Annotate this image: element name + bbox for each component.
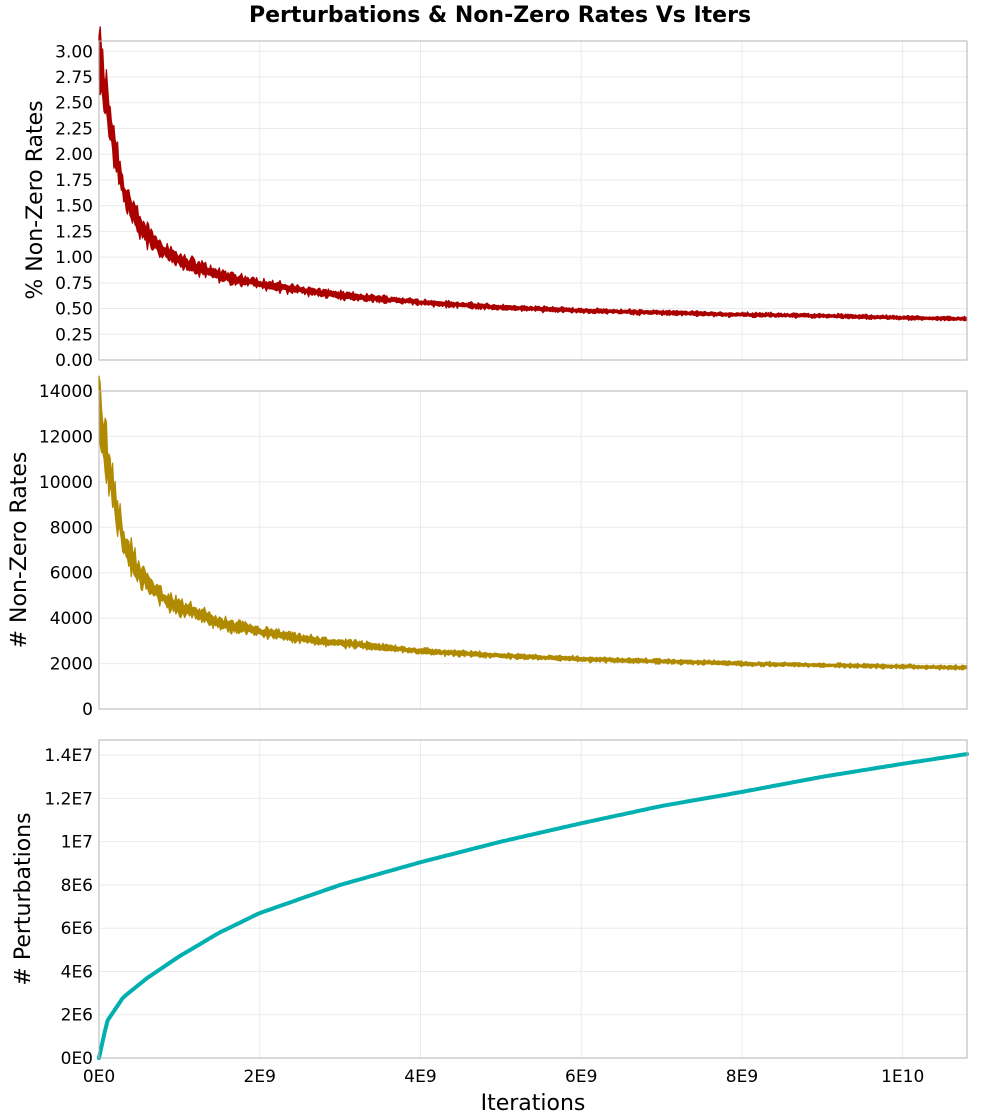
grid-count [98,390,967,710]
x-tick-label: 4E9 [404,1067,436,1087]
series-band-pct [98,26,968,322]
yticks-pct: 0.00 0.25 0.50 0.75 1.00 1.25 1.50 1.75 2.00 2.25… [55,42,93,371]
frame-pert [98,739,968,1059]
y-tick-label: 2.25 [55,119,93,139]
yticks-pert: 0E0 2E6 4E6 6E6 8E6 1E7 1.2E7 1.4E7 [44,746,93,1069]
frame-count [98,390,968,710]
y-tick-label: 1.2E7 [44,789,93,809]
y-tick-label: 1.00 [55,248,93,268]
y-tick-label: 1.4E7 [44,746,93,766]
panel-pert: 0E0 2E6 4E6 6E6 8E6 1E7 1.2E7 1.4E7 # Perturbat… [11,739,969,1069]
y-tick-label: 0.75 [55,274,93,294]
y-tick-label: 14000 [39,382,93,402]
y-tick-label: 2000 [50,655,93,675]
ylabel-count: # Non-Zero Rates [7,452,32,649]
y-tick-label: 1.75 [55,171,93,191]
y-tick-label: 0 [82,700,93,720]
series-line-pert [97,752,969,1060]
y-tick-label: 0E0 [61,1049,93,1069]
y-tick-label: 1E7 [61,833,93,853]
y-tick-label: 10000 [39,473,93,493]
y-tick-label: 0.25 [55,325,93,345]
series-count [98,375,968,671]
y-tick-label: 1.50 [55,197,93,217]
y-tick-label: 0.00 [55,351,93,371]
grid-pct [98,41,967,361]
y-tick-label: 8000 [50,518,93,538]
y-tick-label: 4E6 [61,962,93,982]
ylabel-pert: # Perturbations [11,812,36,985]
series-band-count [98,375,968,671]
y-tick-label: 1.25 [55,222,93,242]
series-pct [98,26,968,322]
y-tick-label: 12000 [39,427,93,447]
y-tick-label: 6E6 [61,919,93,939]
ylabel-pct: % Non-Zero Rates [23,100,48,299]
x-axis-ticks: 0E0 2E9 4E9 6E9 8E9 1E10 [83,1067,924,1087]
y-tick-label: 2E6 [61,1006,93,1026]
x-tick-label: 2E9 [244,1067,276,1087]
x-tick-label: 0E0 [83,1067,115,1087]
y-tick-label: 4000 [50,609,93,629]
y-tick-label: 3.00 [55,42,93,62]
x-tick-label: 8E9 [726,1067,758,1087]
chart-title: Perturbations & Non-Zero Rates Vs Iters [249,3,751,28]
y-tick-label: 2.50 [55,94,93,114]
series-pert [97,752,969,1060]
y-tick-label: 8E6 [61,876,93,896]
y-tick-label: 6000 [50,564,93,584]
x-tick-label: 6E9 [565,1067,597,1087]
y-tick-label: 2.00 [55,145,93,165]
grid-pert [98,740,967,1059]
yticks-count: 0 2000 4000 6000 8000 10000 12000 14000 [39,382,93,720]
frame-pct [98,40,968,361]
y-tick-label: 2.75 [55,68,93,88]
x-tick-label: 1E10 [881,1067,924,1087]
x-axis-label: Iterations [481,1091,586,1116]
panel-count: 0 2000 4000 6000 8000 10000 12000 14000 # Non-Z… [7,375,968,720]
panel-pct: 0.00 0.25 0.50 0.75 1.00 1.25 1.50 1.75 2.00 2.25… [23,26,968,371]
y-tick-label: 0.50 [55,300,93,320]
